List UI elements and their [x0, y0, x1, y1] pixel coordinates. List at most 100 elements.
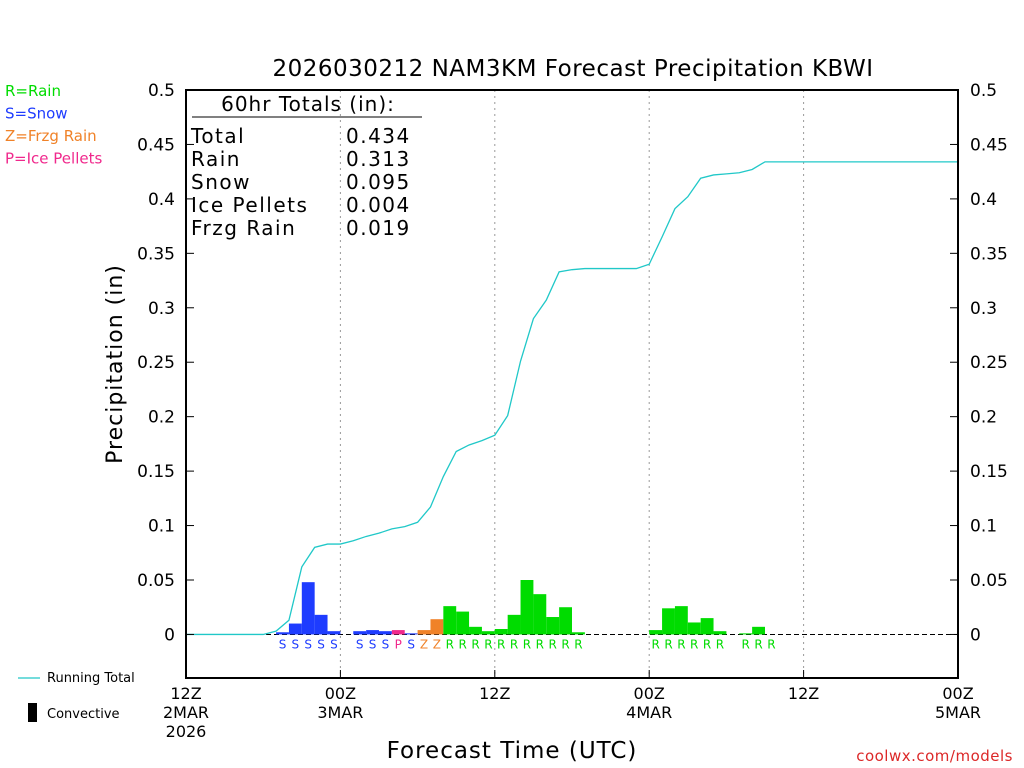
precip-bar	[456, 611, 470, 635]
precip-type-letter: R	[510, 637, 518, 651]
precip-type-legend-item: R=Rain	[5, 82, 61, 100]
totals-row-label: Rain	[191, 147, 241, 171]
totals-row-label: Ice Pellets	[191, 193, 308, 217]
precip-type-letter: S	[304, 637, 312, 651]
precip-type-letter: R	[664, 637, 672, 651]
y-axis-right: 0 0.05 0.1 0.15 0.2 0.25 0.3 0.35 0.4 0.45 0.5	[950, 81, 1008, 645]
y-tick-label-right: 0.45	[970, 135, 1008, 155]
precip-type-letter: S	[407, 637, 415, 651]
y-tick-label-left: 0.15	[137, 462, 175, 482]
y-tick-label-left: 0.45	[137, 135, 175, 155]
y-tick-label-left: 0	[164, 625, 175, 645]
running-total-line	[186, 161, 958, 636]
x-tick-label: 5MAR	[935, 703, 981, 722]
totals-box: 60hr Totals (in): Total 0.434 Rain 0.313 Snow…	[190, 92, 422, 240]
x-tick-label: 12Z	[479, 684, 510, 703]
precip-type-letter: S	[356, 637, 364, 651]
totals-row-label: Snow	[191, 170, 251, 194]
y-tick-label-right: 0.5	[970, 81, 997, 101]
precip-bar	[752, 626, 765, 635]
y-tick-label-left: 0.2	[148, 408, 175, 428]
y-tick-label-left: 0.1	[148, 517, 175, 537]
totals-row-value: 0.313	[346, 147, 411, 171]
precip-bar	[494, 629, 508, 635]
precip-type-letter: R	[497, 637, 505, 651]
convective-legend-label: Convective	[47, 707, 120, 722]
precip-bar	[507, 614, 521, 635]
precip-type-letter: P	[395, 637, 402, 651]
y-tick-label-right: 0.15	[970, 462, 1008, 482]
precip-bar	[559, 607, 572, 635]
precip-type-legend: R=Rain S=Snow Z=Frzg Rain P=Ice Pellets	[5, 82, 102, 168]
y-tick-label-left: 0.4	[148, 190, 175, 210]
precip-type-letter: R	[754, 637, 762, 651]
y-tick-label-right: 0	[970, 625, 981, 645]
x-tick-label: 00Z	[325, 684, 356, 703]
precip-bar	[662, 608, 675, 635]
x-tick-label: 12Z	[170, 684, 201, 703]
precip-bar	[404, 633, 418, 635]
y-tick-label-left: 0.35	[137, 244, 175, 264]
totals-row-value: 0.004	[346, 193, 411, 217]
precip-type-letter: R	[484, 637, 492, 651]
precip-bar	[713, 631, 727, 635]
precip-bar	[481, 631, 495, 635]
precip-bar	[314, 614, 328, 635]
precip-type-letter: Z	[433, 637, 441, 651]
precip-type-letter: R	[471, 637, 479, 651]
y-axis-left: 0 0.05 0.1 0.15 0.2 0.25 0.3 0.35 0.4 0.45 0.5	[137, 81, 194, 645]
precip-bar	[674, 606, 688, 635]
precip-bar	[469, 626, 482, 635]
precip-bar	[739, 633, 753, 635]
precip-type-letter: R	[536, 637, 544, 651]
y-tick-label-left: 0.3	[148, 299, 175, 319]
y-tick-label-right: 0.35	[970, 244, 1008, 264]
credit-text: coolwx.com/models	[856, 747, 1013, 765]
precip-bar	[649, 630, 663, 635]
y-tick-label-left: 0.05	[137, 571, 175, 591]
x-tick-label: 00Z	[634, 684, 665, 703]
precip-bar	[327, 631, 341, 635]
precip-type-letter: R	[651, 637, 659, 651]
precip-type-legend-item: S=Snow	[5, 105, 68, 123]
precip-bar	[366, 630, 379, 635]
precip-type-letter: R	[574, 637, 582, 651]
y-tick-label-left: 0.5	[148, 81, 175, 101]
precip-type-letter: R	[677, 637, 685, 651]
y-tick-label-right: 0.3	[970, 299, 997, 319]
precip-type-letter: R	[767, 637, 775, 651]
y-tick-label-right: 0.05	[970, 571, 1008, 591]
precip-type-letter: R	[561, 637, 569, 651]
convective-legend-swatch	[28, 703, 37, 722]
x-tick-label: 12Z	[788, 684, 819, 703]
y-axis-label: Precipitation (in)	[103, 264, 128, 464]
precip-type-legend-item: Z=Frzg Rain	[5, 127, 97, 145]
totals-row-value: 0.095	[346, 170, 411, 194]
precip-type-letter: S	[369, 637, 377, 651]
precip-type-letter: R	[742, 637, 750, 651]
x-tick-label: 3MAR	[317, 703, 363, 722]
precip-type-letter: S	[317, 637, 325, 651]
precip-bar	[301, 582, 315, 635]
x-tick-label: 2026	[166, 722, 207, 741]
precip-type-letter: S	[279, 637, 287, 651]
precip-type-letter: S	[382, 637, 390, 651]
totals-row-label: Total	[190, 124, 245, 148]
precip-type-legend-item: P=Ice Pellets	[5, 150, 102, 168]
totals-row-label: Frzg Rain	[191, 216, 296, 240]
y-tick-label-right: 0.1	[970, 517, 997, 537]
y-tick-label-right: 0.4	[970, 190, 997, 210]
precip-bar	[288, 623, 302, 635]
x-tick-label: 4MAR	[626, 703, 672, 722]
y-tick-label-right: 0.25	[970, 353, 1008, 373]
x-tick-label: 2MAR	[163, 703, 209, 722]
bars-group	[276, 580, 765, 635]
totals-row-value: 0.019	[346, 216, 411, 240]
chart-title: 2026030212 NAM3KM Forecast Precipitation…	[272, 56, 873, 82]
y-tick-label-right: 0.2	[970, 408, 997, 428]
y-tick-label-left: 0.25	[137, 353, 175, 373]
precip-type-letter: R	[690, 637, 698, 651]
precip-bar	[572, 632, 585, 635]
